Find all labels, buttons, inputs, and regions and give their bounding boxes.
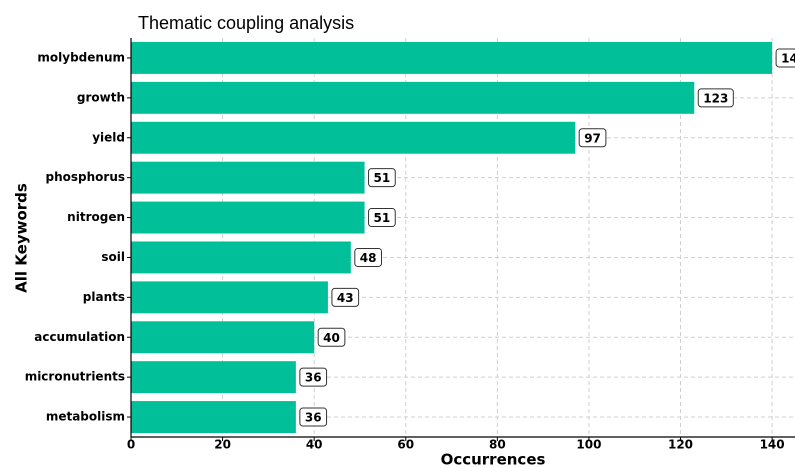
value-label-box [354,247,383,267]
y-tick-label: plants [83,290,125,304]
bar [131,281,328,314]
value-label-box [331,287,360,307]
y-tick-label: nitrogen [67,210,125,224]
x-tick-label: 80 [489,438,506,452]
value-label: 40 [323,331,340,345]
x-tick-label: 0 [127,438,135,452]
value-label-box [368,168,396,188]
x-axis-label: Occurrences [441,451,546,468]
y-tick-label: molybdenum [37,50,125,64]
value-label-box [317,327,346,347]
x-tick-label: 100 [576,438,601,452]
bar [131,321,315,354]
value-label-box [368,208,396,228]
value-label: 36 [305,371,322,385]
bar [131,361,296,394]
y-tick-label: growth [77,90,125,104]
bar [131,81,695,114]
value-label: 123 [703,91,728,105]
value-label-box [299,367,328,387]
value-label-box [578,128,607,148]
x-tick-label: 20 [214,438,231,452]
bar [131,401,296,434]
bar [131,241,351,274]
value-label: 140 [781,51,795,65]
y-tick-label: yield [92,130,125,144]
value-label: 48 [360,251,377,265]
x-tick-label: 40 [306,438,323,452]
y-tick-label: metabolism [46,410,125,424]
y-tick-label: accumulation [34,330,125,344]
y-tick-label: micronutrients [25,370,125,384]
y-tick-label: soil [101,250,125,264]
value-label: 36 [305,411,322,425]
y-axis-label: All Keywords [13,183,31,293]
bar [131,201,365,234]
x-tick-label: 60 [397,438,414,452]
bar [131,161,365,194]
value-label-box [299,407,328,427]
bar [131,41,773,74]
chart-title: Thematic coupling analysis [138,13,354,33]
value-label: 51 [374,171,391,185]
x-tick-label: 140 [760,438,785,452]
x-tick-label: 120 [668,438,693,452]
value-label-box [775,48,795,68]
value-label: 51 [374,211,391,225]
value-label-box [697,88,734,108]
value-label: 97 [584,131,601,145]
y-tick-label: phosphorus [46,170,126,184]
value-label: 43 [337,291,354,305]
bar [131,121,576,154]
